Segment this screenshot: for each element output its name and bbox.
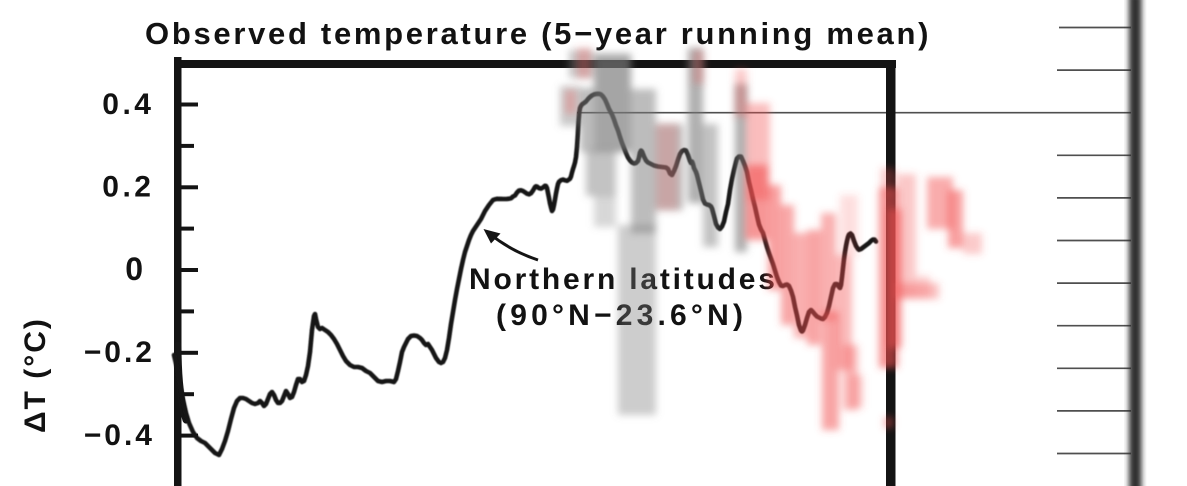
svg-text:0.4: 0.4 <box>102 88 154 121</box>
svg-text:Observed temperature (5−year r: Observed temperature (5−year running mea… <box>145 16 931 51</box>
svg-text:0.2: 0.2 <box>102 171 154 204</box>
svg-text:ΔT (°C): ΔT (°C) <box>19 317 52 433</box>
svg-text:0: 0 <box>125 251 143 287</box>
svg-text:−0.2: −0.2 <box>84 336 155 369</box>
svg-text:−0.4: −0.4 <box>84 419 155 452</box>
